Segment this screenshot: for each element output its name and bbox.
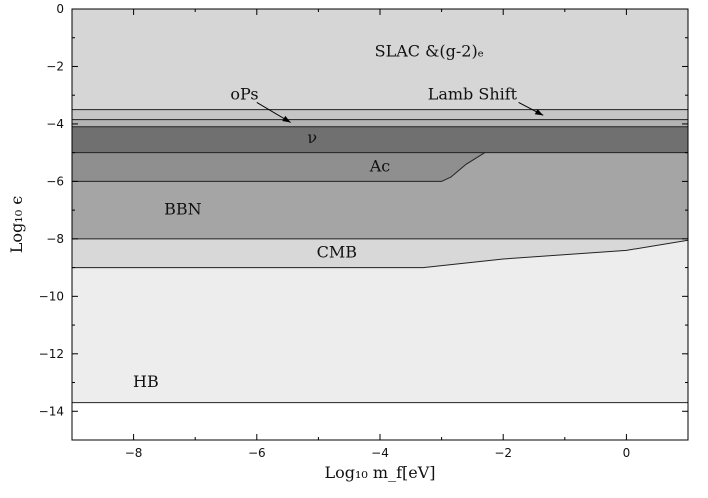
label-slac-g-2: SLAC &(g-2)ₑ <box>375 42 484 61</box>
y-tick-label: −8 <box>46 232 64 246</box>
region-labels: SLAC &(g-2)ₑ oPs Lamb Shift ν Ac BBN CMB HB <box>133 42 518 391</box>
x-axis-title: Log₁₀ m_f[eV] <box>324 463 435 482</box>
y-tick-label: −14 <box>39 404 64 418</box>
label-ac: Ac <box>369 157 391 176</box>
y-tick-label: −12 <box>39 347 64 361</box>
label-bbn: BBN <box>164 200 202 219</box>
y-tick-label: −2 <box>46 59 64 73</box>
region-lamb-shift <box>72 109 688 120</box>
x-tick-label: −2 <box>494 446 512 460</box>
x-tick-label: −4 <box>371 446 389 460</box>
label-nu: ν <box>307 128 317 147</box>
y-tick-label: 0 <box>56 2 64 16</box>
y-tick-label: −4 <box>46 117 64 131</box>
plot-frame <box>71 8 689 441</box>
region-ac <box>72 152 485 182</box>
label-ops: oPs <box>230 85 258 104</box>
x-tick-label: 0 <box>623 446 631 460</box>
region-slac-g-2 <box>72 9 688 110</box>
label-lamb-shift: Lamb Shift <box>428 85 518 104</box>
label-cmb: CMB <box>317 243 357 262</box>
exclusion-regions <box>72 9 689 404</box>
y-tick-label: −10 <box>39 289 64 303</box>
boundary-cmb <box>72 239 689 269</box>
boundary-ac <box>72 152 485 182</box>
label-hb: HB <box>133 372 159 391</box>
axis-ticks: −8 −6 −4 −2 0 0 −2 −4 −6 −8 −10 −12 −14 <box>39 2 689 460</box>
arrow-head-2 <box>534 108 544 116</box>
region-cmb <box>72 238 688 268</box>
y-tick-label: −6 <box>46 174 64 188</box>
x-tick-label: −6 <box>248 446 266 460</box>
arrow-head-1 <box>282 115 291 123</box>
region-ops <box>72 119 688 127</box>
x-tick-label: −8 <box>125 446 143 460</box>
y-axis-title: Log₁₀ ϵ <box>7 196 26 253</box>
annotation-arrows <box>256 101 544 123</box>
region-nu <box>72 126 688 153</box>
